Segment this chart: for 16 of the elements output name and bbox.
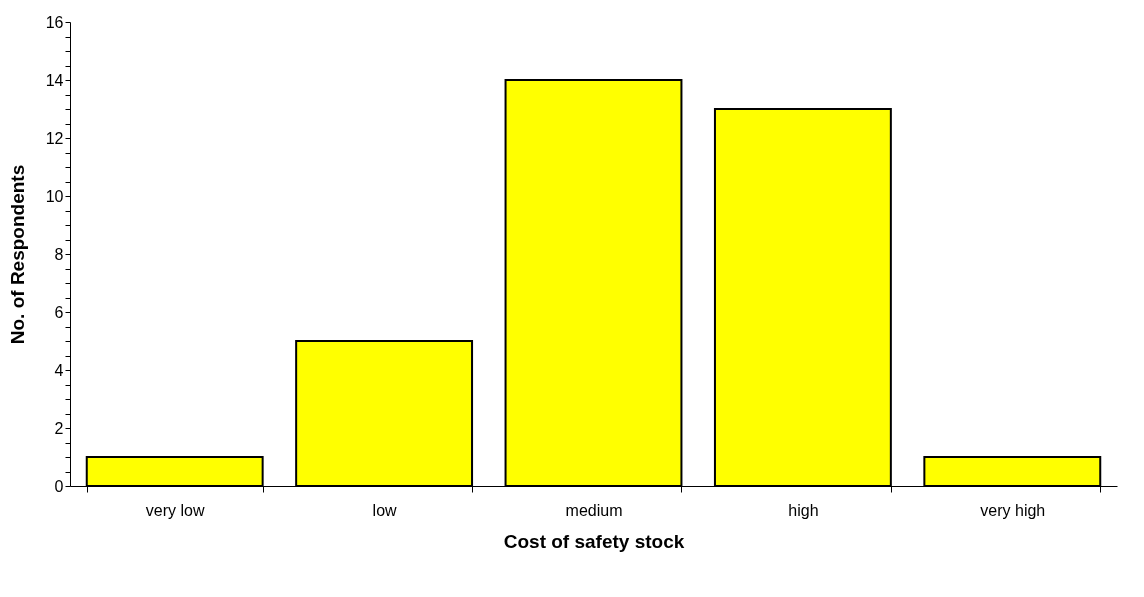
x-axis-title: Cost of safety stock — [503, 530, 685, 552]
x-tick-label: very low — [145, 501, 205, 519]
x-tick-label: high — [788, 501, 819, 519]
y-tick-label: 4 — [54, 361, 64, 379]
x-tick-label: very high — [980, 501, 1046, 519]
y-tick-label: 8 — [54, 245, 64, 263]
y-tick-label: 10 — [45, 187, 64, 205]
y-tick-label: 2 — [54, 419, 64, 437]
y-axis-title: No. of Respondents — [6, 164, 28, 345]
y-tick-label: 0 — [54, 477, 64, 495]
y-tick-label: 14 — [45, 71, 64, 89]
x-tick-label: low — [372, 501, 398, 519]
y-tick-label: 12 — [45, 129, 64, 147]
y-tick-label: 6 — [54, 303, 64, 321]
y-tick-label: 16 — [45, 13, 64, 31]
x-tick-label: medium — [565, 501, 623, 519]
